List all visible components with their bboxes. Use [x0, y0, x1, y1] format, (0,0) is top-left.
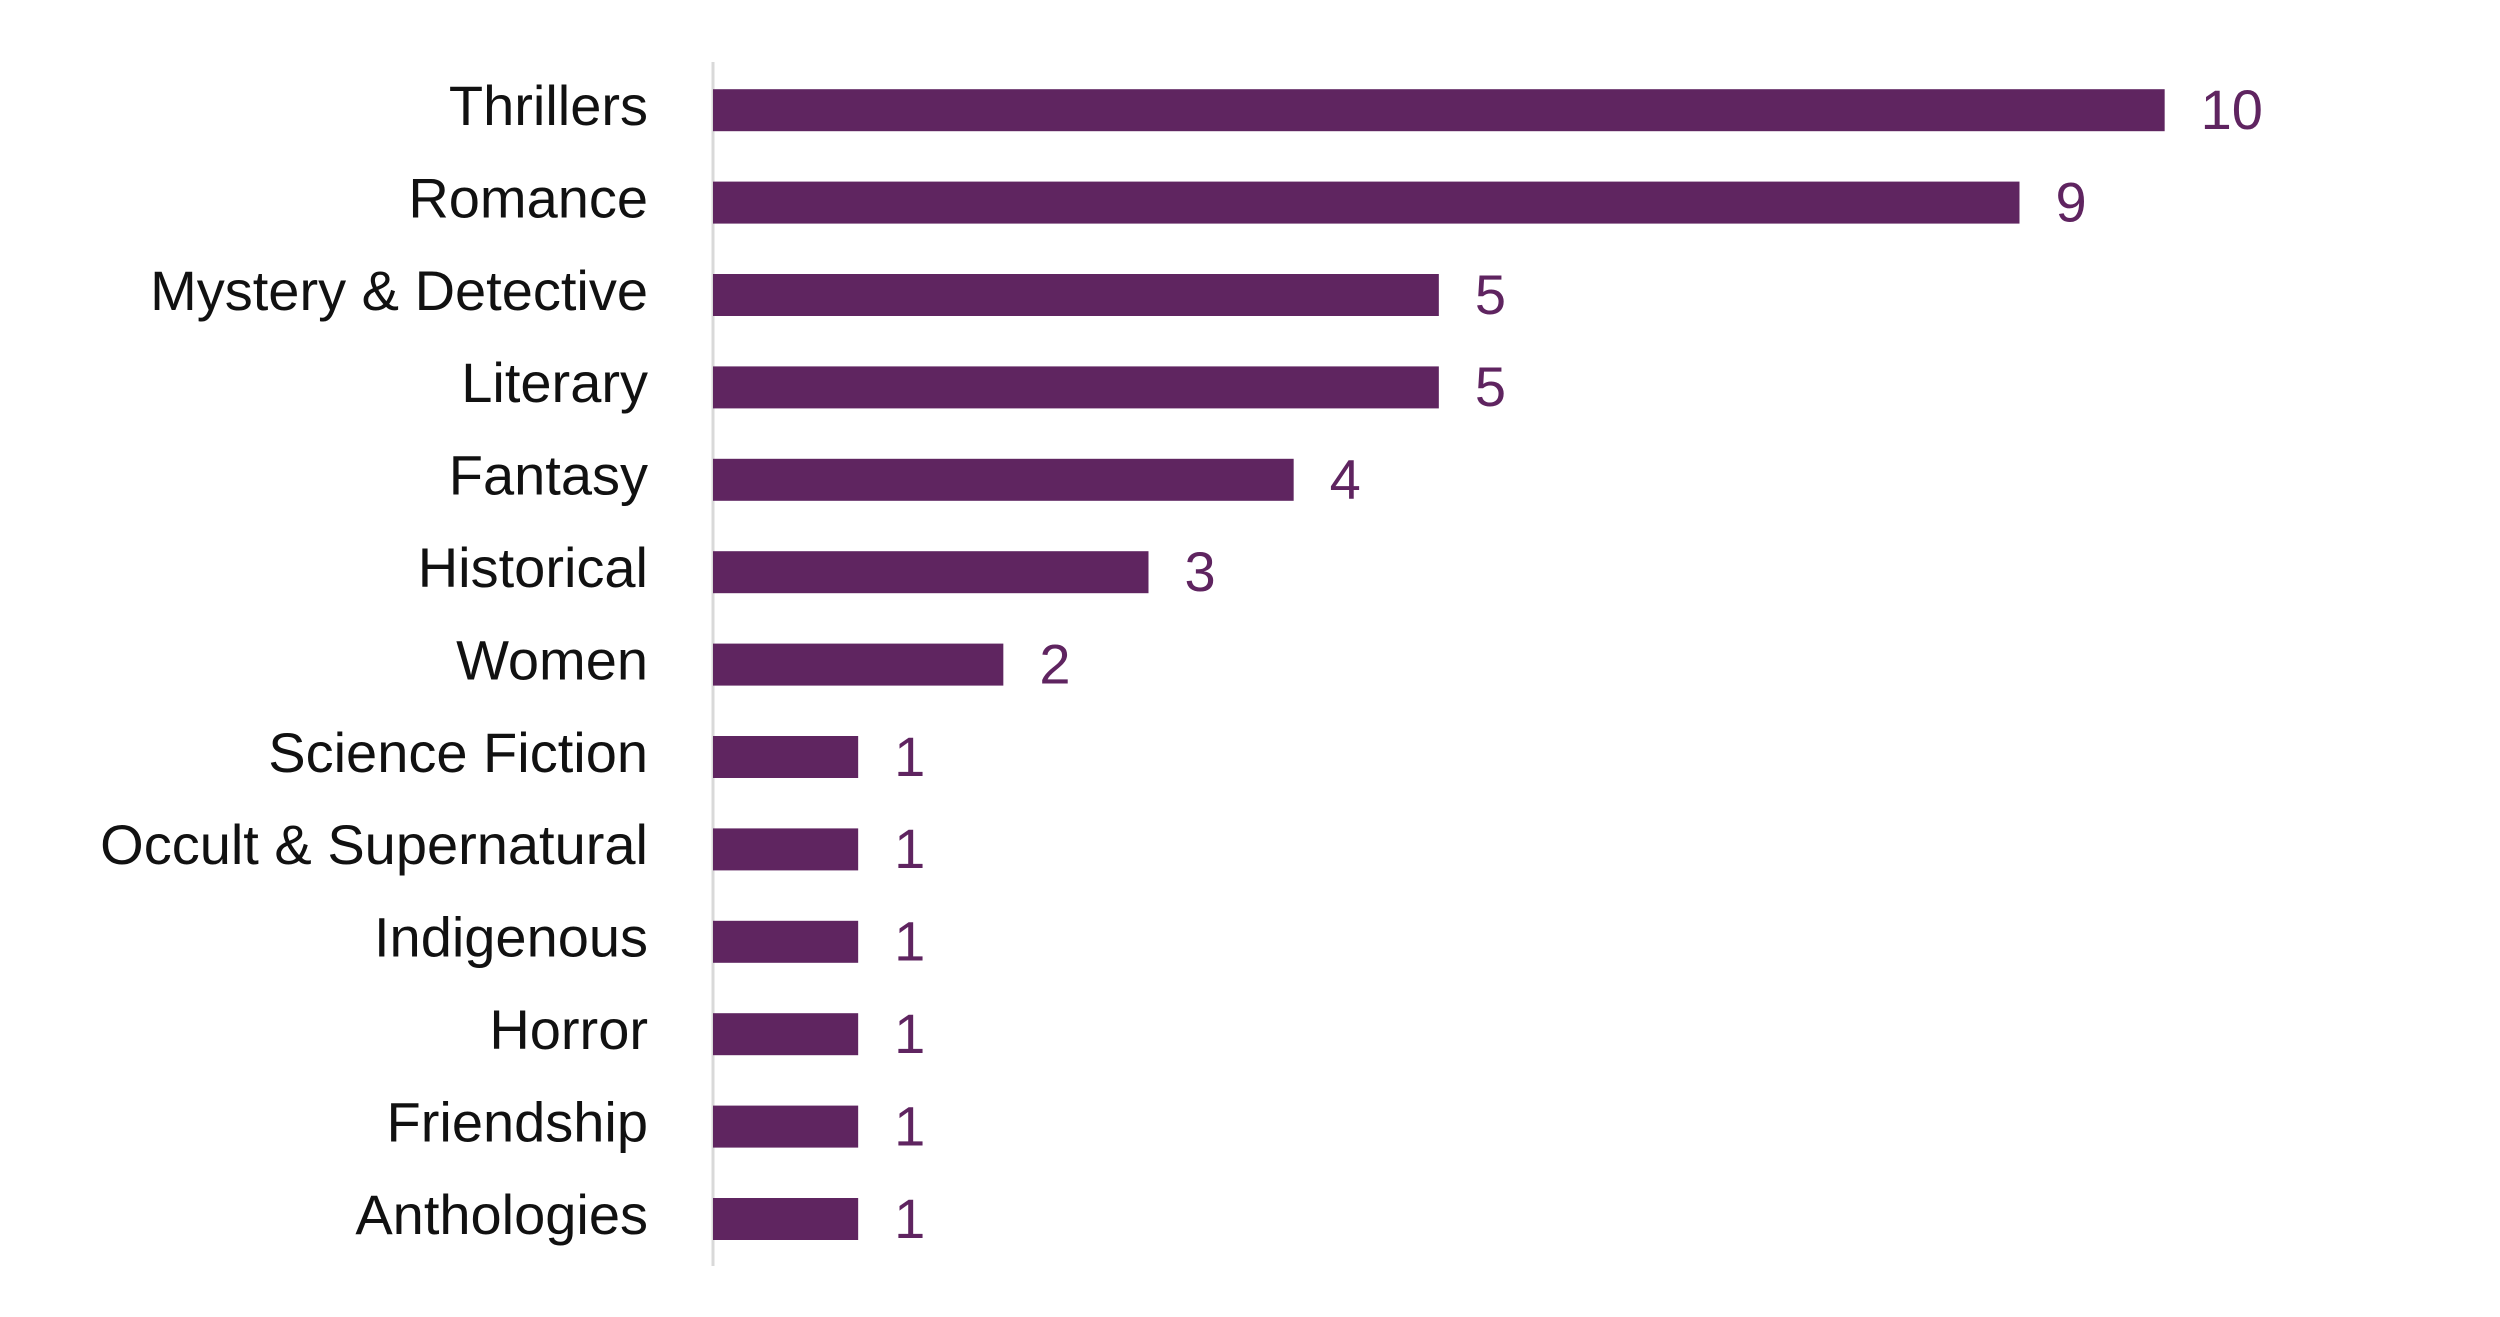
- value-label: 10: [2201, 78, 2263, 141]
- category-label: Thrillers: [449, 74, 648, 137]
- value-label: 1: [894, 817, 925, 880]
- bar: [713, 366, 1439, 409]
- category-label: Women: [456, 628, 648, 691]
- value-label: 5: [1475, 355, 1506, 418]
- bar: [713, 551, 1149, 594]
- value-label: 1: [894, 1094, 925, 1157]
- category-label: Literary: [461, 351, 648, 414]
- bar: [713, 458, 1294, 501]
- category-label: Historical: [418, 536, 648, 599]
- category-label: Romance: [408, 166, 648, 229]
- category-label: Fantasy: [449, 444, 648, 507]
- value-label: 1: [894, 910, 925, 973]
- bar: [713, 1105, 859, 1148]
- category-label: Science Fiction: [268, 721, 648, 784]
- bar: [713, 274, 1439, 316]
- value-label: 1: [894, 1187, 925, 1250]
- bar: [713, 1013, 859, 1056]
- bar: [713, 736, 859, 778]
- bar: [713, 828, 859, 871]
- value-label: 1: [894, 1002, 925, 1065]
- category-label: Horror: [489, 998, 648, 1061]
- value-label: 1: [894, 725, 925, 788]
- bar: [713, 643, 1004, 686]
- value-label: 9: [2056, 170, 2087, 233]
- bar: [713, 1198, 859, 1240]
- value-label: 4: [1330, 448, 1361, 511]
- bar: [713, 181, 2020, 224]
- value-label: 5: [1475, 263, 1506, 326]
- bar: [713, 920, 859, 963]
- value-label: 2: [1039, 632, 1070, 695]
- category-label: Indigenous: [374, 906, 648, 969]
- category-label: Anthologies: [355, 1183, 648, 1246]
- bar: [713, 89, 2165, 132]
- category-label: Occult & Supernatural: [100, 813, 648, 876]
- category-label: Mystery & Detective: [150, 259, 648, 322]
- category-label: Friendship: [387, 1090, 648, 1153]
- value-label: 3: [1185, 540, 1216, 603]
